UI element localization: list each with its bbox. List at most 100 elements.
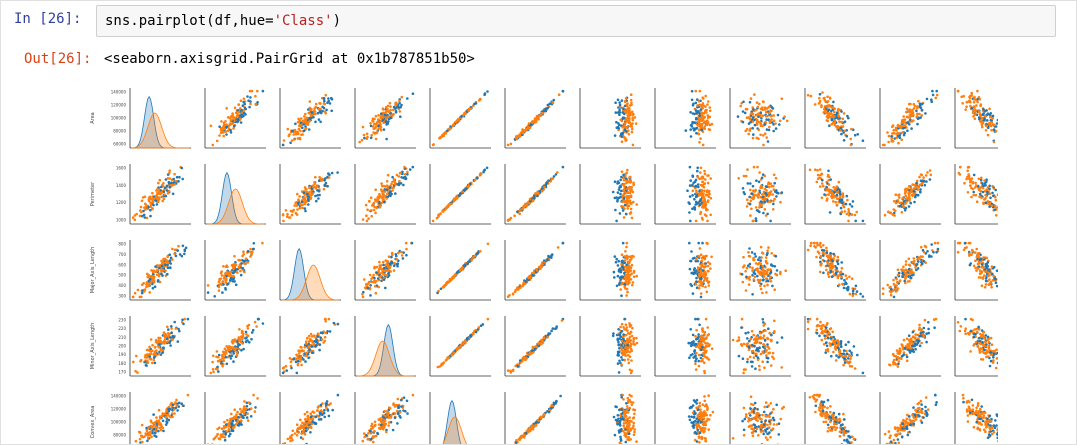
y-tick-label: 1400 [116, 183, 127, 188]
scatter-point [181, 318, 184, 322]
scatter-point [385, 109, 389, 113]
scatter-point [445, 281, 449, 285]
scatter-point [820, 262, 823, 265]
pairplot-cell [429, 88, 491, 149]
scatter-point [845, 194, 849, 198]
scatter-point [328, 173, 331, 176]
scatter-point [402, 176, 406, 179]
scatter-point [250, 331, 254, 334]
scatter-point [314, 102, 318, 106]
scatter-point [813, 103, 817, 106]
scatter-point [169, 344, 172, 347]
scatter-point [461, 190, 465, 194]
scatter-point [977, 276, 981, 279]
code-string: 'Class' [273, 13, 333, 29]
scatter-point [152, 273, 155, 276]
scatter-point [217, 370, 220, 373]
scatter-point [317, 118, 321, 121]
scatter-point [995, 284, 998, 288]
code-input[interactable]: sns.pairplot(df,hue='Class') [96, 5, 1056, 37]
scatter-point [166, 332, 170, 335]
scatter-point [988, 278, 991, 281]
scatter-point [765, 118, 768, 121]
scatter-point [619, 118, 622, 122]
pairplot-cell [879, 240, 941, 301]
scatter-point [913, 200, 916, 204]
scatter-point [818, 96, 821, 100]
scatter-point [741, 280, 745, 284]
scatter-point [769, 115, 773, 118]
scatter-point [819, 185, 822, 188]
scatter-point [853, 287, 857, 291]
scatter-point [703, 275, 707, 279]
scatter-point [219, 277, 222, 280]
scatter-point [439, 287, 443, 291]
scatter-point [619, 189, 623, 193]
scatter-point [153, 352, 156, 355]
scatter-point [822, 244, 825, 247]
scatter-point [624, 250, 627, 253]
scatter-point [150, 197, 154, 201]
scatter-point [282, 219, 285, 223]
scatter-point [624, 177, 628, 180]
y-tick-label: 170 [118, 370, 126, 375]
scatter-point [146, 359, 149, 363]
scatter-point [175, 175, 179, 179]
scatter-point [989, 201, 992, 204]
scatter-point [311, 192, 315, 195]
scatter-point [816, 173, 820, 177]
scatter-point [988, 282, 992, 285]
scatter-point [759, 115, 762, 118]
scatter-point [890, 137, 893, 141]
scatter-point [317, 107, 321, 111]
scatter-point [826, 175, 830, 178]
scatter-point [398, 172, 402, 175]
scatter-point [916, 105, 919, 108]
scatter-point [221, 291, 224, 294]
scatter-point [984, 129, 988, 132]
scatter-point [528, 127, 531, 130]
scatter-point [769, 119, 772, 122]
scatter-point [286, 127, 290, 131]
scatter-point [380, 184, 384, 188]
scatter-point [303, 115, 306, 118]
scatter-point [178, 175, 181, 179]
scatter-point [833, 191, 836, 194]
scatter-point [996, 118, 998, 122]
scatter-point [166, 325, 169, 329]
scatter-point [166, 177, 170, 180]
scatter-point [225, 362, 229, 366]
scatter-point [630, 216, 634, 220]
scatter-point [749, 120, 752, 124]
scatter-point [373, 205, 376, 209]
pairplot-cell [729, 88, 791, 149]
scatter-point [218, 359, 221, 363]
scatter-point [980, 125, 984, 129]
scatter-point [629, 195, 633, 199]
scatter-point [704, 262, 707, 265]
pairplot-cell [654, 240, 716, 301]
scatter-point [617, 127, 621, 130]
scatter-point [973, 95, 976, 99]
scatter-point [757, 128, 761, 132]
scatter-point [622, 173, 625, 177]
scatter-point [625, 245, 628, 249]
scatter-point [152, 358, 156, 362]
scatter-point [549, 255, 553, 258]
scatter-point [959, 165, 962, 169]
scatter-point [691, 183, 694, 187]
scatter-point [533, 121, 537, 124]
pairplot-cell [279, 316, 341, 377]
scatter-point [531, 121, 534, 124]
scatter-point [985, 194, 988, 198]
scatter-point [385, 123, 388, 126]
scatter-point [294, 122, 297, 126]
y-tick-label: 80000 [113, 129, 126, 134]
scatter-point [252, 247, 255, 251]
scatter-point [221, 280, 225, 284]
scatter-point [835, 267, 839, 270]
scatter-point [142, 209, 145, 213]
scatter-point [965, 177, 968, 181]
scatter-point [763, 208, 767, 211]
scatter-point [759, 107, 763, 111]
